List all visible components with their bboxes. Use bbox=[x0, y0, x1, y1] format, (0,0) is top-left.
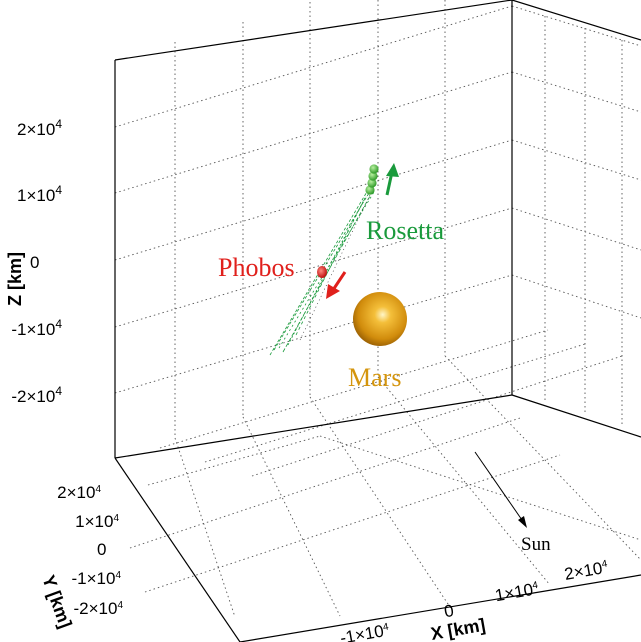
mars-label: Mars bbox=[348, 363, 401, 392]
sun-label: Sun bbox=[521, 534, 551, 555]
y-tick-label: -2×104 bbox=[73, 599, 123, 618]
sun-direction-arrow bbox=[474, 451, 527, 528]
x-axis-label: X [km] bbox=[429, 615, 487, 642]
y-tick-label: -1×104 bbox=[71, 569, 121, 588]
z-axis-ticks: 2×104 1×104 0 -1×104 -2×104 bbox=[11, 117, 62, 406]
x-tick-label: 0 bbox=[443, 601, 456, 621]
rosetta-marker bbox=[365, 185, 375, 195]
x-tick-label: 1×104 bbox=[494, 579, 541, 605]
axis-box bbox=[114, 0, 641, 642]
back-wall-right bbox=[511, 5, 641, 425]
y-axis-label: Y [km] bbox=[38, 573, 75, 631]
z-axis-label: Z [km] bbox=[5, 252, 25, 306]
floor-grid bbox=[129, 329, 641, 618]
z-tick-label: -2×104 bbox=[11, 384, 62, 406]
back-wall-left bbox=[114, 0, 513, 438]
phobos-direction-arrow bbox=[326, 271, 347, 299]
rosetta-label: Rosetta bbox=[366, 216, 444, 245]
z-tick-label: 0 bbox=[30, 253, 39, 272]
z-tick-label: 2×104 bbox=[17, 117, 62, 139]
x-tick-label: 2×104 bbox=[563, 558, 610, 584]
y-axis-ticks: 2×104 1×104 0 -1×104 -2×104 bbox=[57, 483, 123, 618]
rosetta-marker bbox=[368, 171, 378, 181]
y-tick-label: 2×104 bbox=[57, 483, 101, 502]
x-axis-ticks: -2×104 -1×104 0 1×104 2×104 bbox=[339, 558, 610, 642]
y-tick-label: 0 bbox=[97, 540, 106, 559]
z-tick-label: 1×104 bbox=[17, 183, 62, 205]
mars-planet bbox=[353, 292, 407, 346]
rosetta-direction-arrow bbox=[385, 163, 399, 196]
z-tick-label: -1×104 bbox=[11, 317, 62, 339]
rosetta-marker bbox=[367, 178, 377, 188]
phobos-label: Phobos bbox=[218, 253, 295, 282]
y-tick-label: 1×104 bbox=[75, 512, 119, 531]
phobos-moon bbox=[317, 266, 327, 278]
rosetta-marker bbox=[369, 164, 379, 174]
rosetta-spacecraft bbox=[365, 164, 379, 195]
x-tick-label: -1×104 bbox=[339, 620, 392, 642]
